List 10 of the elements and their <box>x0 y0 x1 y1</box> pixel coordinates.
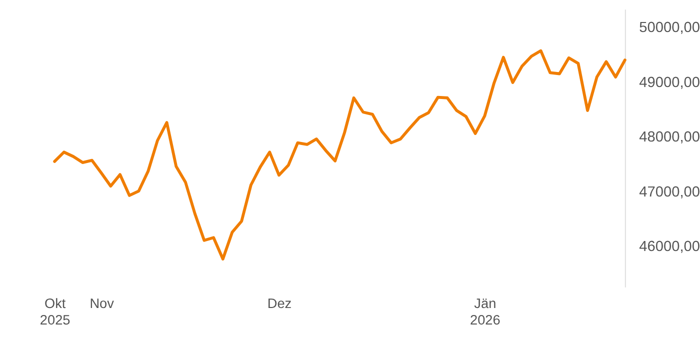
x-tick-label: Jän 2026 <box>470 296 500 328</box>
x-tick-label: Nov <box>90 296 114 311</box>
line-series <box>53 49 626 260</box>
y-tick-label: 47000,00 <box>639 184 700 200</box>
x-tick-label: Okt 2025 <box>40 296 70 328</box>
y-tick-label: 49000,00 <box>639 74 700 91</box>
y-tick-label: 48000,00 <box>639 130 700 146</box>
y-tick-label: 46000,00 <box>639 239 700 256</box>
y-tick-label: 50000,00 <box>639 20 700 36</box>
x-tick-label: Dez <box>267 296 292 311</box>
